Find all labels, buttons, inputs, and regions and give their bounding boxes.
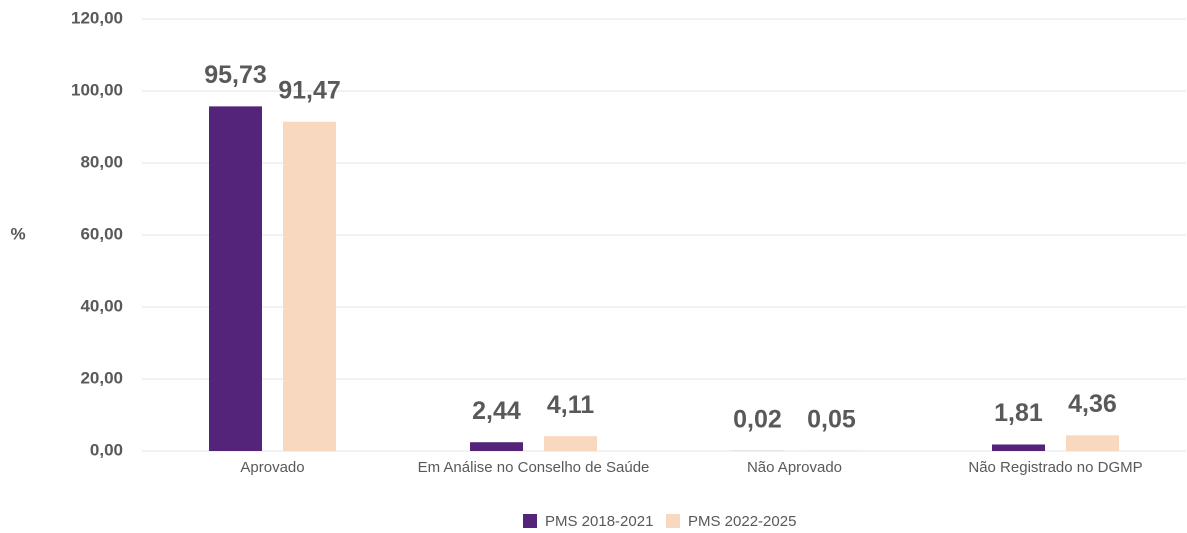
x-tick-label: Em Análise no Conselho de Saúde	[418, 459, 650, 476]
x-tick-label: Não Registrado no DGMP	[968, 459, 1142, 476]
legend-swatch	[523, 514, 537, 528]
bar	[544, 436, 597, 451]
data-label: 0,02	[733, 406, 782, 434]
bar	[209, 106, 262, 451]
y-axis-label: %	[10, 224, 25, 243]
y-tick-label: 40,00	[80, 296, 123, 315]
y-tick-label: 80,00	[80, 152, 123, 171]
y-tick-label: 120,00	[71, 8, 123, 27]
y-tick-label: 60,00	[80, 224, 123, 243]
y-tick-label: 20,00	[80, 368, 123, 387]
data-label: 2,44	[472, 397, 521, 425]
bar	[470, 442, 523, 451]
data-label: 91,47	[278, 76, 341, 104]
data-label: 95,73	[204, 61, 267, 89]
y-tick-label: 100,00	[71, 80, 123, 99]
y-tick-label: 0,00	[90, 440, 123, 459]
data-label: 0,05	[807, 405, 856, 433]
x-tick-label: Aprovado	[240, 459, 304, 476]
bar	[1066, 435, 1119, 451]
legend-label: PMS 2018-2021	[545, 513, 653, 530]
legend-label: PMS 2022-2025	[688, 513, 796, 530]
data-label: 1,81	[994, 399, 1043, 427]
bar	[992, 444, 1045, 451]
bar	[283, 121, 336, 451]
legend-swatch	[666, 514, 680, 528]
data-label: 4,36	[1068, 390, 1117, 418]
x-tick-label: Não Aprovado	[747, 459, 842, 476]
data-label: 4,11	[547, 391, 594, 419]
